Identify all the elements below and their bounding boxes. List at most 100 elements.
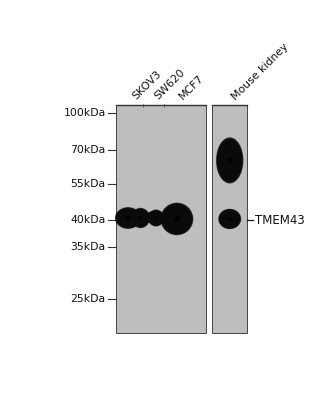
Ellipse shape (122, 213, 134, 223)
Ellipse shape (149, 214, 155, 220)
Ellipse shape (121, 212, 135, 224)
Ellipse shape (151, 216, 153, 218)
Ellipse shape (148, 210, 164, 226)
Ellipse shape (223, 213, 236, 224)
Ellipse shape (161, 203, 193, 235)
Ellipse shape (218, 141, 241, 180)
Ellipse shape (220, 210, 239, 228)
Ellipse shape (174, 216, 180, 222)
Ellipse shape (133, 210, 148, 226)
Ellipse shape (132, 208, 149, 228)
Ellipse shape (172, 214, 182, 224)
Ellipse shape (162, 204, 192, 234)
Ellipse shape (117, 209, 139, 227)
Ellipse shape (220, 144, 239, 176)
Ellipse shape (151, 213, 161, 223)
Ellipse shape (164, 207, 189, 231)
Ellipse shape (149, 211, 163, 225)
Ellipse shape (216, 137, 244, 184)
Ellipse shape (149, 211, 163, 225)
Ellipse shape (228, 217, 232, 220)
Ellipse shape (155, 217, 157, 219)
Ellipse shape (148, 213, 156, 222)
Ellipse shape (120, 212, 136, 224)
Ellipse shape (149, 214, 156, 221)
Text: 55kDa: 55kDa (71, 178, 106, 188)
Ellipse shape (149, 215, 155, 220)
Ellipse shape (115, 207, 141, 229)
Ellipse shape (123, 214, 133, 222)
Ellipse shape (138, 215, 143, 221)
Ellipse shape (152, 214, 160, 222)
Ellipse shape (174, 216, 180, 222)
Ellipse shape (221, 211, 238, 226)
Text: MCF7: MCF7 (178, 74, 206, 102)
Ellipse shape (148, 210, 164, 226)
Ellipse shape (153, 215, 159, 221)
Ellipse shape (224, 151, 235, 170)
Ellipse shape (224, 214, 236, 224)
Ellipse shape (161, 204, 192, 234)
Ellipse shape (135, 212, 146, 224)
Ellipse shape (223, 213, 236, 225)
Ellipse shape (146, 212, 158, 223)
Ellipse shape (226, 155, 233, 166)
Ellipse shape (171, 213, 183, 225)
Ellipse shape (150, 212, 162, 224)
Ellipse shape (219, 209, 241, 228)
Ellipse shape (139, 216, 142, 220)
Ellipse shape (125, 215, 131, 221)
Text: 40kDa: 40kDa (70, 216, 106, 226)
Ellipse shape (127, 217, 129, 219)
Bar (212, 105, 247, 333)
Ellipse shape (224, 150, 236, 171)
Ellipse shape (118, 210, 138, 226)
Ellipse shape (136, 213, 145, 223)
Ellipse shape (148, 214, 156, 221)
Ellipse shape (226, 216, 233, 222)
Ellipse shape (222, 212, 238, 226)
Ellipse shape (221, 146, 238, 174)
Ellipse shape (220, 210, 240, 228)
Ellipse shape (140, 217, 141, 219)
Text: 100kDa: 100kDa (63, 108, 106, 118)
Ellipse shape (147, 212, 157, 222)
Ellipse shape (151, 216, 153, 218)
Ellipse shape (170, 212, 184, 226)
Ellipse shape (132, 209, 149, 227)
Ellipse shape (152, 214, 160, 222)
Ellipse shape (126, 216, 130, 220)
Text: 35kDa: 35kDa (71, 242, 106, 252)
Ellipse shape (139, 216, 142, 220)
Text: 70kDa: 70kDa (70, 145, 106, 155)
Ellipse shape (155, 217, 157, 219)
Ellipse shape (228, 157, 232, 164)
Ellipse shape (170, 212, 183, 226)
Ellipse shape (150, 215, 154, 220)
Ellipse shape (126, 216, 130, 220)
Ellipse shape (136, 214, 145, 222)
Ellipse shape (220, 211, 239, 227)
Ellipse shape (222, 212, 237, 226)
Ellipse shape (154, 216, 158, 220)
Ellipse shape (116, 208, 140, 228)
Text: Mouse kidney: Mouse kidney (230, 42, 290, 102)
Ellipse shape (174, 216, 179, 221)
Ellipse shape (164, 206, 190, 232)
Ellipse shape (151, 216, 153, 219)
Ellipse shape (147, 212, 157, 223)
Ellipse shape (151, 212, 161, 224)
Ellipse shape (154, 216, 158, 220)
Ellipse shape (226, 215, 234, 222)
Ellipse shape (139, 216, 142, 220)
Ellipse shape (132, 209, 148, 227)
Ellipse shape (148, 214, 156, 221)
Ellipse shape (219, 142, 241, 179)
Ellipse shape (168, 210, 186, 228)
Ellipse shape (228, 218, 231, 220)
Ellipse shape (150, 212, 162, 224)
Ellipse shape (147, 212, 157, 222)
Ellipse shape (150, 215, 155, 220)
Ellipse shape (117, 209, 139, 227)
Ellipse shape (122, 212, 135, 224)
